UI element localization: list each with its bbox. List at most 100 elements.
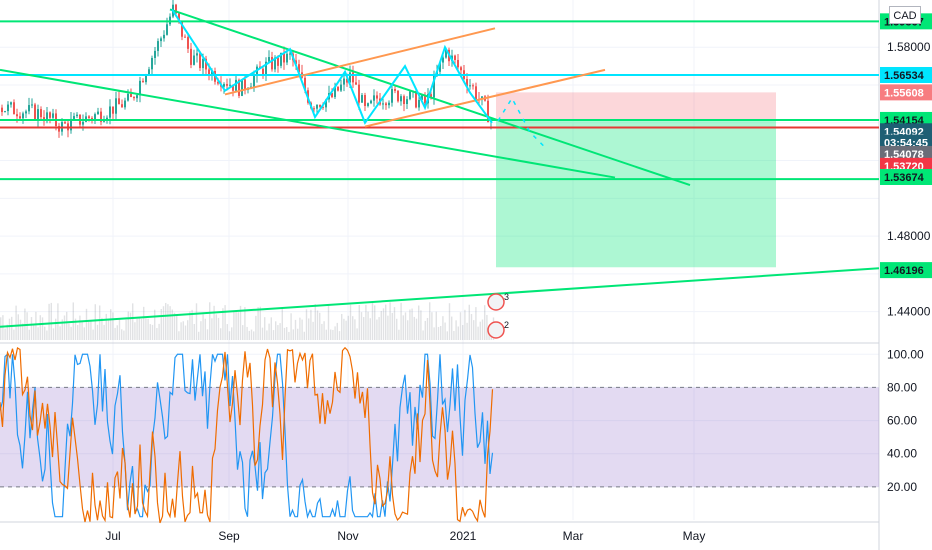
- currency-badge[interactable]: CAD: [889, 6, 921, 24]
- candle-body: [316, 104, 318, 109]
- candle-body: [382, 103, 384, 105]
- volume-bar: [224, 305, 226, 340]
- volume-bar: [149, 324, 151, 340]
- volume-bar: [187, 320, 189, 340]
- candle-body: [133, 97, 135, 99]
- candle-body: [289, 53, 291, 55]
- candle-body: [391, 88, 393, 103]
- volume-bar: [418, 305, 420, 340]
- volume-bar: [228, 331, 231, 340]
- candle-body: [313, 108, 315, 110]
- volume-bar: [61, 319, 63, 340]
- volume-bar: [57, 303, 59, 340]
- candle-body: [76, 114, 78, 117]
- volume-bar: [176, 315, 178, 340]
- volume-bar: [46, 330, 48, 340]
- candle-body: [175, 4, 177, 14]
- volume-bar: [277, 325, 279, 340]
- volume-bar: [433, 327, 435, 340]
- candle-body: [112, 106, 114, 114]
- volume-bar: [33, 324, 35, 340]
- candle-body: [244, 79, 246, 90]
- volume-bar: [116, 325, 118, 340]
- candle-body: [385, 103, 387, 106]
- volume-bar: [411, 308, 413, 340]
- volume-bar: [319, 312, 321, 340]
- candle-body: [154, 50, 156, 58]
- volume-bar: [270, 317, 272, 340]
- volume-bar: [206, 329, 209, 340]
- candle-body: [460, 67, 462, 71]
- price-tag: [880, 66, 932, 83]
- candle-body: [334, 86, 336, 98]
- volume-bar: [178, 331, 180, 340]
- volume-bar: [37, 327, 39, 340]
- volume-bar: [294, 319, 297, 340]
- volume-bar: [244, 307, 246, 340]
- candle-body: [457, 59, 459, 68]
- volume-bar: [314, 304, 316, 340]
- volume-bar: [4, 328, 6, 340]
- volume-bar: [404, 312, 407, 340]
- volume-bar: [50, 302, 52, 340]
- volume-bar: [191, 309, 193, 340]
- candle-body: [472, 85, 474, 87]
- volume-bar: [217, 317, 220, 340]
- candle-body: [157, 41, 159, 51]
- volume-bar: [382, 308, 385, 340]
- volume-bar: [369, 318, 371, 340]
- volume-bar: [257, 307, 259, 340]
- candle-body: [100, 111, 102, 122]
- channel-upper-line: [224, 27, 496, 96]
- candle-body: [421, 95, 423, 100]
- volume-bar: [35, 311, 37, 340]
- volume-bar: [330, 329, 332, 340]
- volume-bar: [415, 318, 418, 340]
- candle-body: [139, 80, 141, 96]
- volume-bar: [374, 305, 376, 340]
- volume-bar: [376, 319, 378, 340]
- volume-bar: [22, 323, 24, 340]
- candle-body: [1, 107, 3, 113]
- candle-body: [277, 57, 279, 66]
- volume-bar: [167, 304, 169, 340]
- volume-bar: [266, 330, 268, 340]
- volume-bar: [134, 322, 136, 340]
- volume-bar: [444, 322, 446, 340]
- volume-bar: [231, 327, 233, 340]
- candle-body: [466, 79, 468, 87]
- volume-bar: [400, 302, 402, 340]
- volume-bar: [41, 317, 44, 340]
- volume-bar: [101, 317, 103, 340]
- volume-bar: [180, 322, 182, 340]
- volume-bar: [431, 312, 433, 340]
- volume-bar: [74, 318, 77, 340]
- candle-body: [163, 34, 165, 39]
- volume-bar: [424, 320, 426, 340]
- candle-body: [319, 104, 321, 107]
- price-tick-label: 1.48000: [887, 229, 931, 243]
- volume-bar: [77, 325, 79, 340]
- volume-bar: [286, 327, 288, 340]
- stop-loss-zone: [496, 92, 776, 120]
- volume-bar: [88, 321, 90, 340]
- volume-bar: [48, 303, 50, 340]
- oscillator-tick-label: 40.00: [887, 447, 917, 461]
- volume-bar: [327, 305, 330, 340]
- candle-body: [283, 52, 285, 63]
- volume-bar: [303, 331, 305, 340]
- candle-body: [424, 95, 426, 104]
- volume-bar: [321, 323, 323, 340]
- volume-bar: [363, 317, 365, 340]
- candle-body: [370, 100, 372, 104]
- candle-body: [103, 120, 105, 122]
- candle-body: [415, 90, 417, 108]
- candle-body: [262, 68, 264, 76]
- volume-bar: [92, 329, 94, 340]
- volume-bar: [371, 302, 374, 340]
- candle-body: [406, 99, 408, 105]
- volume-bar: [99, 305, 101, 340]
- volume-bar: [387, 315, 389, 340]
- candle-body: [70, 118, 72, 131]
